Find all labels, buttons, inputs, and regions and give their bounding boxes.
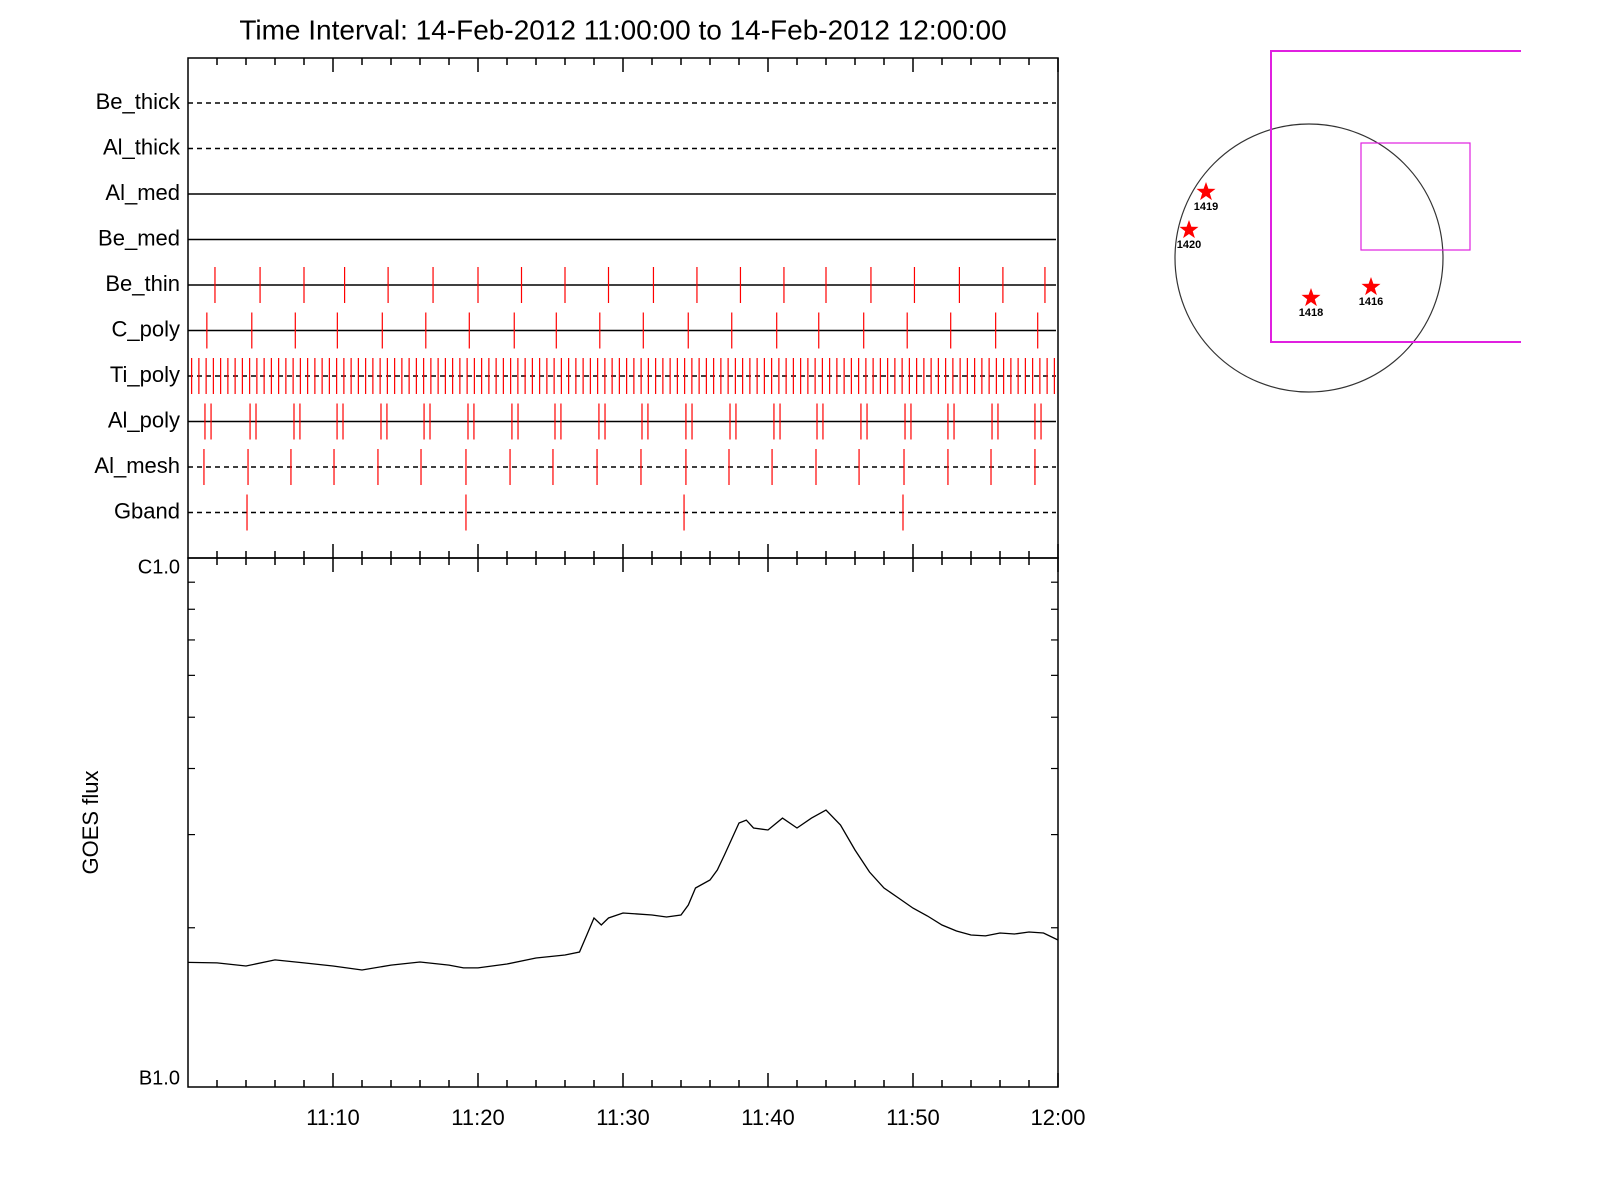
y-axis-label: GOES flux xyxy=(78,771,103,875)
x-tick-label: 11:40 xyxy=(741,1105,794,1130)
region-star xyxy=(1361,277,1381,296)
field-of-view xyxy=(1360,142,1471,251)
region-label: 1419 xyxy=(1194,201,1218,213)
chart-title: Time Interval: 14-Feb-2012 11:00:00 to 1… xyxy=(239,14,1006,45)
row-label: Al_mesh xyxy=(94,453,180,478)
region-star xyxy=(1196,182,1216,201)
x-tick-label: 11:20 xyxy=(451,1105,504,1130)
row-label: Ti_poly xyxy=(110,362,180,387)
row-label: Be_thick xyxy=(96,89,181,114)
region-label: 1416 xyxy=(1359,296,1383,308)
row-label: C_poly xyxy=(112,316,180,341)
panel-frame xyxy=(187,557,1059,1088)
x-tick-label: 11:10 xyxy=(306,1105,359,1130)
y-tick-label: C1.0 xyxy=(138,556,180,578)
row-label: Al_med xyxy=(105,180,180,205)
row-label: Be_med xyxy=(98,225,180,250)
row-label: Al_thick xyxy=(103,134,181,159)
region-star xyxy=(1301,288,1321,307)
row-label: Gband xyxy=(114,498,180,523)
row-label: Be_thin xyxy=(105,271,180,296)
x-tick-label: 12:00 xyxy=(1030,1105,1085,1130)
x-tick-label: 11:50 xyxy=(886,1105,939,1130)
row-label: Al_poly xyxy=(108,407,180,432)
x-tick-label: 11:30 xyxy=(596,1105,649,1130)
goes-curve xyxy=(187,809,1059,971)
region-label: 1420 xyxy=(1177,239,1201,251)
solar-disk xyxy=(1174,123,1444,393)
field-of-view xyxy=(1270,50,1521,343)
region-label: 1418 xyxy=(1299,307,1323,319)
region-star xyxy=(1179,220,1199,239)
y-tick-label: B1.0 xyxy=(139,1067,180,1089)
panel-frame xyxy=(187,57,1059,559)
sun-map xyxy=(1174,50,1521,393)
